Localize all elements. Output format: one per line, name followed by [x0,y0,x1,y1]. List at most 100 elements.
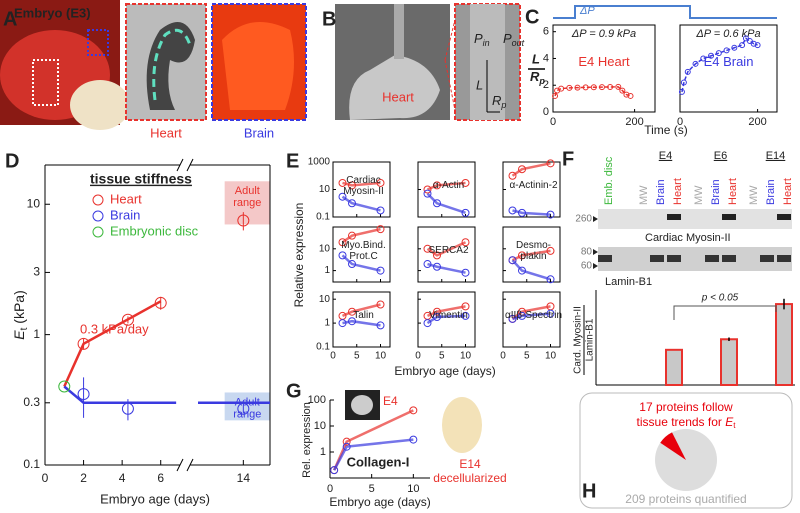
y-tick-label: 1 [324,265,330,276]
point [461,302,470,311]
y-tick-label: 2 [543,79,549,91]
band-label: Adult [235,185,260,197]
axis-break [176,458,184,472]
sym: P [474,31,483,46]
blot-band [722,255,736,262]
lane-label: MW [693,185,705,205]
blot-band [722,214,736,220]
point [237,402,250,415]
subplot-title: Myo.Bind. [341,240,385,251]
photo-label: E4 [383,394,398,408]
subplot-title: α-Actinin-2 [509,180,557,191]
x-tick-label: 10 [545,351,557,362]
photo-label: E14 [459,457,481,471]
point [552,92,559,99]
inset-label: Brain [244,125,274,140]
lane-label: Heart [727,178,739,205]
y-tick-label: 1000 [308,157,331,168]
point [338,178,347,187]
brain-box [87,29,109,56]
bar [775,303,793,386]
point [574,84,581,91]
text-part: t [19,327,30,330]
subplot-title: SERCA2 [428,245,468,256]
point [558,85,565,92]
y-tick-label: 0.1 [316,212,330,223]
point [508,256,517,265]
lane-label: Heart [672,178,684,205]
subplot-title: Vimentin [429,310,468,321]
panel-label: D [5,150,19,172]
y-tick-label: 0.1 [316,342,330,353]
point [619,87,626,94]
yolk [70,80,130,130]
y-tick-label: 1 [33,327,40,341]
axis-break [186,158,194,172]
text-part: E [11,330,27,340]
panel-label: H [582,480,596,502]
point [338,251,347,260]
point [739,42,746,49]
point [376,225,385,234]
point [623,91,630,98]
subplot-title: Prot.C [349,251,377,262]
subplot-title: plakin [520,251,546,262]
annotation: 0.3 kPa/day [80,321,149,336]
text-part: proteins quantified [645,492,746,506]
p-out: Pout [503,31,525,48]
y-label: L [532,51,540,66]
blot-band [760,255,774,262]
lane-label: Brain [765,179,777,205]
lane-label: MW [748,185,760,205]
panel-label: F [562,148,574,170]
y-tick-label: 10 [319,184,331,195]
point [678,88,685,95]
plot-frame [417,291,476,348]
blot-band [667,255,681,262]
mw-label: 60 [581,261,593,272]
point [433,251,441,260]
point [546,246,555,255]
blot-strip [598,209,792,229]
bar [720,338,738,386]
pipette [394,4,404,59]
point [461,268,470,277]
summary-text: 209 proteins quantified [625,492,746,506]
point [518,266,526,275]
x-tick-label: 0 [550,116,556,128]
band-label: range [233,197,261,209]
blot-band [667,214,681,220]
chart-title: ΔP = 0.6 kPa [695,28,760,40]
brain-shape [222,22,294,110]
x-tick-label: 10 [375,351,387,362]
text-part: t [733,421,736,430]
point [680,79,687,86]
x-label: Embryo age (days) [329,495,430,509]
x-tick-label: 200 [625,116,643,128]
point [154,296,167,309]
subplot-title: Talin [353,310,374,321]
blot-band [650,255,664,262]
annotation: p < 0.05 [701,293,739,304]
chart-title: Collagen-I [347,454,410,469]
pie-slice [660,432,686,460]
fit-line [681,37,758,93]
heart-shape [146,22,195,110]
point [376,321,385,330]
point [423,319,432,328]
blot-band [777,214,791,220]
text-part: p [538,76,545,86]
chart-title: ΔP = 0.9 kPa [571,28,636,40]
legend-marker [92,226,104,238]
sub: p [500,100,506,110]
series-label: E4 Heart [578,54,630,69]
pressure-pulse [553,5,777,19]
point [376,300,385,309]
x-tick-label: 0 [415,351,421,362]
panel-label: E [286,150,299,172]
group-label: E14 [766,150,786,162]
legend-label: Brain [110,207,140,222]
point [409,435,418,444]
contour [152,28,192,101]
y-label: Et (kPa) [11,290,30,339]
